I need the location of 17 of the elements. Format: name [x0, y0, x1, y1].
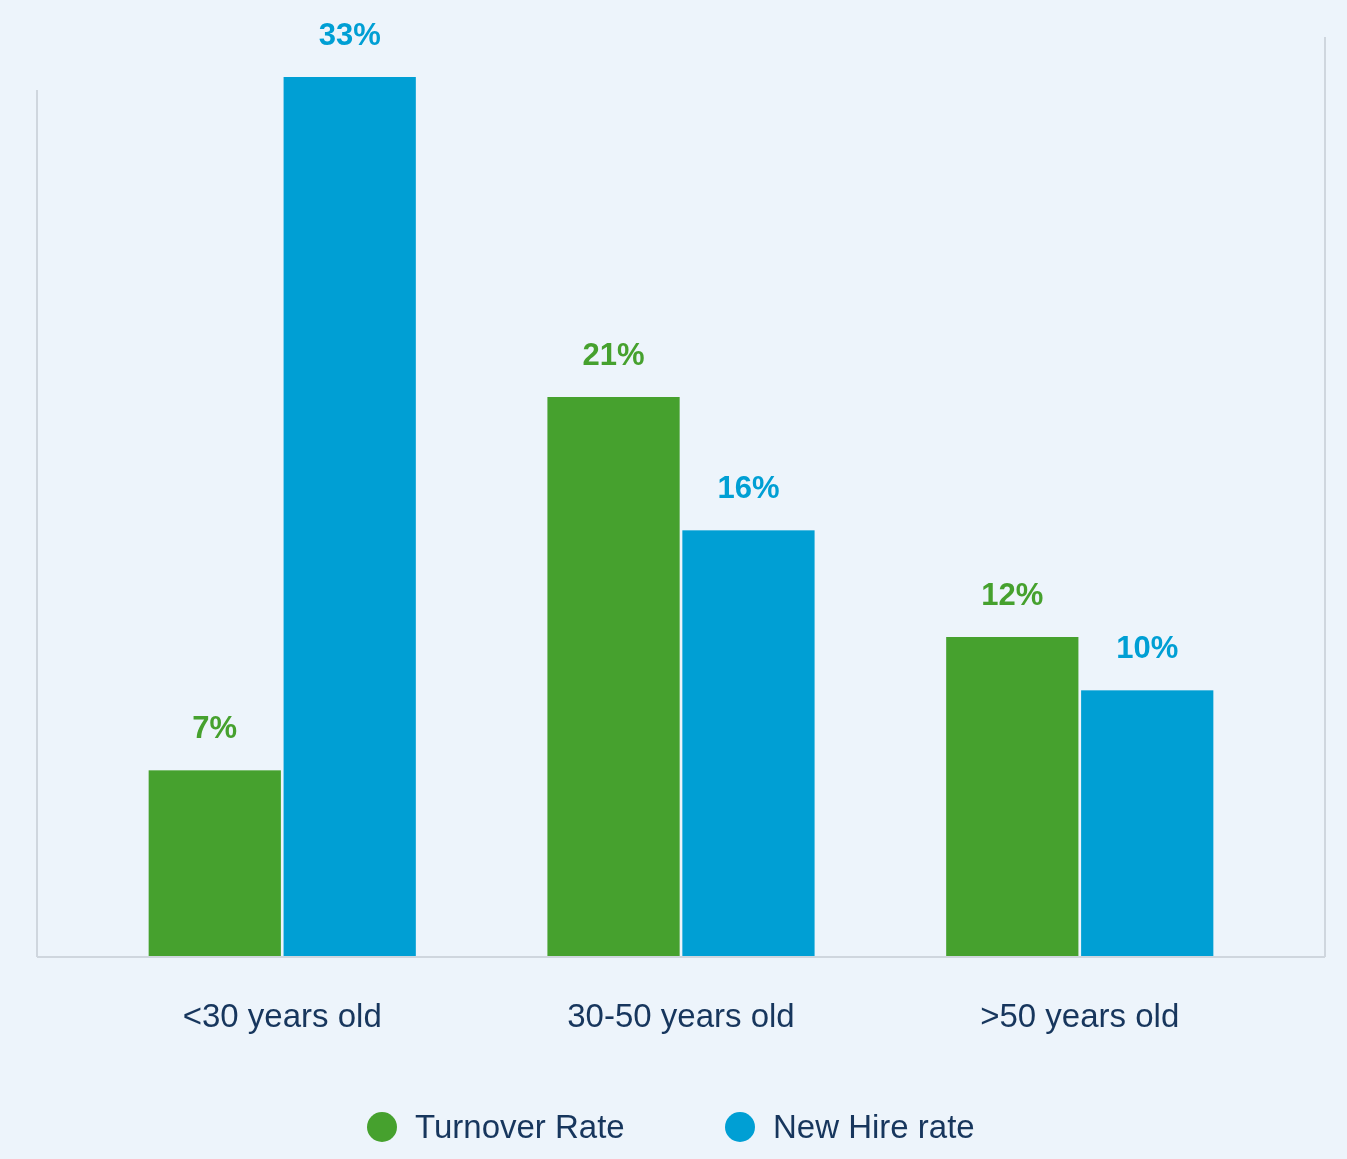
legend-label: New Hire rate: [773, 1108, 975, 1145]
data-label: 33%: [318, 17, 381, 52]
data-label: 10%: [1116, 630, 1179, 666]
bar: [283, 77, 416, 957]
bar: [547, 397, 680, 957]
data-label: 21%: [582, 337, 645, 372]
data-label: 12%: [981, 577, 1044, 612]
bar: [682, 530, 815, 957]
legend-label: Turnover Rate: [415, 1108, 625, 1145]
bar: [148, 770, 281, 957]
data-label: 16%: [717, 470, 780, 506]
data-label: 7%: [192, 710, 238, 746]
x-tick-label: <30 years old: [182, 997, 382, 1034]
bar: [1081, 690, 1214, 957]
x-tick-label: 30-50 years old: [567, 997, 795, 1034]
bar: [946, 637, 1079, 957]
x-tick-label: >50 years old: [980, 997, 1180, 1034]
